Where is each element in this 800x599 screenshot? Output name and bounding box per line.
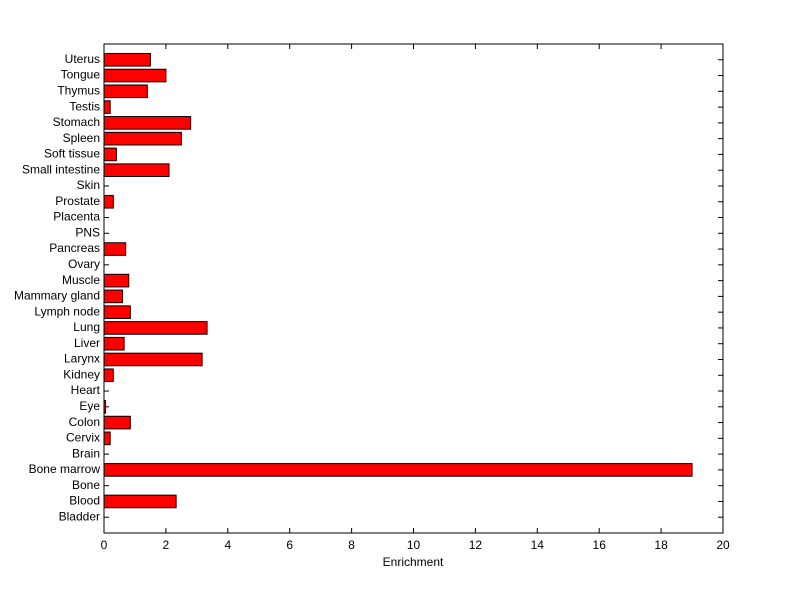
bar [103,52,151,67]
y-tick-label: Colon [69,415,100,429]
x-tick-label: 6 [286,538,293,552]
x-tick-label: 8 [348,538,355,552]
y-tick-label: Skin [77,178,100,192]
x-axis-label: Enrichment [383,555,444,569]
y-tick-label: Eye [79,399,100,413]
bar [103,336,125,351]
y-tick-label: Lung [73,320,100,334]
y-tick-label: Blood [69,494,100,508]
x-tick-label: 10 [407,538,421,552]
y-tick-label: Ovary [68,257,100,271]
plot-frame [103,43,724,534]
x-tick-label: 18 [654,538,668,552]
bar [103,305,131,319]
y-tick-label: Tongue [61,68,101,82]
y-tick-label: PNS [75,225,100,239]
y-tick-label: Soft tissue [44,147,100,161]
y-tick-label: Testis [69,99,100,113]
y-tick-label: Kidney [63,367,100,381]
bar [103,321,208,335]
x-tick-label: 2 [163,538,170,552]
y-tick-label: Small intestine [22,162,100,176]
x-tick-label: 0 [101,538,108,552]
x-tick-label: 20 [716,538,730,552]
y-tick-label: Pancreas [49,241,100,255]
y-tick-label: Bone [72,478,100,492]
bar [103,463,693,477]
y-tick-label: Muscle [62,273,100,287]
x-tick-label: 16 [593,538,607,552]
y-tick-label: Heart [71,383,101,397]
bar [103,368,114,383]
y-tick-label: Larynx [64,352,100,366]
bar [103,352,203,367]
bar [103,68,167,83]
y-tick-label: Cervix [66,431,100,445]
x-tick-label: 14 [531,538,545,552]
y-tick-label: Stomach [53,115,100,129]
bar [103,116,192,130]
y-tick-label: Thymus [57,83,100,97]
bar [103,273,130,288]
bar [103,494,177,509]
y-tick-label: Bladder [59,509,100,523]
bar [103,163,170,178]
bar [103,415,131,430]
y-tick-label: Placenta [53,210,100,224]
y-tick-label: Mammary gland [14,289,100,303]
y-tick-label: Uterus [65,52,100,66]
y-tick-label: Prostate [55,194,100,208]
bar [103,84,148,99]
x-tick-label: 4 [224,538,231,552]
y-tick-label: Liver [74,336,100,350]
y-tick-label: Lymph node [34,304,100,318]
bar [103,100,111,114]
bar [103,194,114,209]
bar [103,242,127,256]
x-tick-label: 12 [469,538,483,552]
bar [103,131,182,146]
y-tick-label: Spleen [63,131,100,145]
bar [103,289,124,304]
bar [103,147,117,162]
y-tick-label: Bone marrow [29,462,101,476]
y-tick-label: Brain [72,446,100,460]
bar [103,431,111,446]
